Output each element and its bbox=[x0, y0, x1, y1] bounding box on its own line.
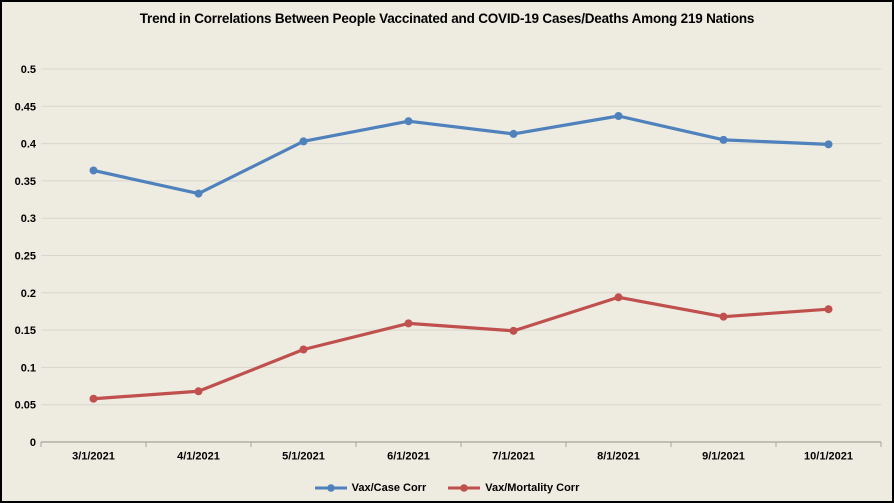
x-tick-label: 9/1/2021 bbox=[702, 451, 745, 463]
y-tick-label: 0.4 bbox=[21, 139, 37, 151]
data-point-marker bbox=[299, 137, 308, 146]
data-point-marker bbox=[89, 166, 98, 175]
x-tick-label: 7/1/2021 bbox=[492, 451, 535, 463]
y-tick-label: 0.5 bbox=[21, 64, 36, 76]
x-tick-label: 8/1/2021 bbox=[597, 451, 640, 463]
y-tick-label: 0.25 bbox=[15, 251, 36, 263]
chart-title: Trend in Correlations Between People Vac… bbox=[139, 11, 755, 26]
data-point-marker bbox=[614, 293, 623, 302]
y-tick-label: 0.05 bbox=[15, 400, 36, 412]
data-point-marker bbox=[89, 394, 98, 403]
series-line-vax-mortality-corr bbox=[91, 295, 831, 401]
x-tick-label: 4/1/2021 bbox=[177, 451, 220, 463]
data-point-marker bbox=[719, 135, 728, 144]
y-tick-label: 0.1 bbox=[21, 362, 36, 374]
legend-item-vax-mortality-corr: Vax/Mortality Corr bbox=[448, 482, 579, 494]
data-point-marker bbox=[299, 345, 308, 354]
data-point-marker bbox=[509, 129, 518, 138]
data-point-marker bbox=[194, 387, 203, 396]
data-point-marker bbox=[194, 189, 203, 198]
data-point-marker bbox=[824, 305, 833, 314]
x-tick-label: 5/1/2021 bbox=[282, 451, 325, 463]
y-tick-label: 0.2 bbox=[21, 288, 36, 300]
data-point-marker bbox=[824, 140, 833, 149]
x-tick-label: 10/1/2021 bbox=[804, 451, 853, 463]
data-point-marker bbox=[614, 111, 623, 120]
x-tick-label: 6/1/2021 bbox=[387, 451, 430, 463]
legend-label: Vax/Case Corr bbox=[351, 482, 427, 494]
legend-marker-icon bbox=[314, 484, 347, 492]
chart-legend: Vax/Case Corr Vax/Mortality Corr bbox=[2, 482, 892, 494]
data-point-marker bbox=[509, 326, 518, 335]
legend-label: Vax/Mortality Corr bbox=[485, 482, 580, 494]
legend-marker-icon bbox=[448, 484, 481, 492]
y-tick-label: 0.3 bbox=[21, 213, 36, 225]
y-tick-label: 0.45 bbox=[15, 101, 36, 113]
legend-item-vax-case-corr: Vax/Case Corr bbox=[314, 482, 427, 494]
data-point-marker bbox=[404, 319, 413, 328]
data-point-marker bbox=[404, 117, 413, 126]
y-tick-label: 0 bbox=[30, 437, 36, 449]
series-line-vax-case-corr bbox=[91, 114, 831, 196]
y-tick-label: 0.35 bbox=[15, 176, 36, 188]
y-tick-label: 0.15 bbox=[15, 325, 36, 337]
x-tick-label: 3/1/2021 bbox=[72, 451, 115, 463]
data-point-marker bbox=[719, 312, 728, 321]
